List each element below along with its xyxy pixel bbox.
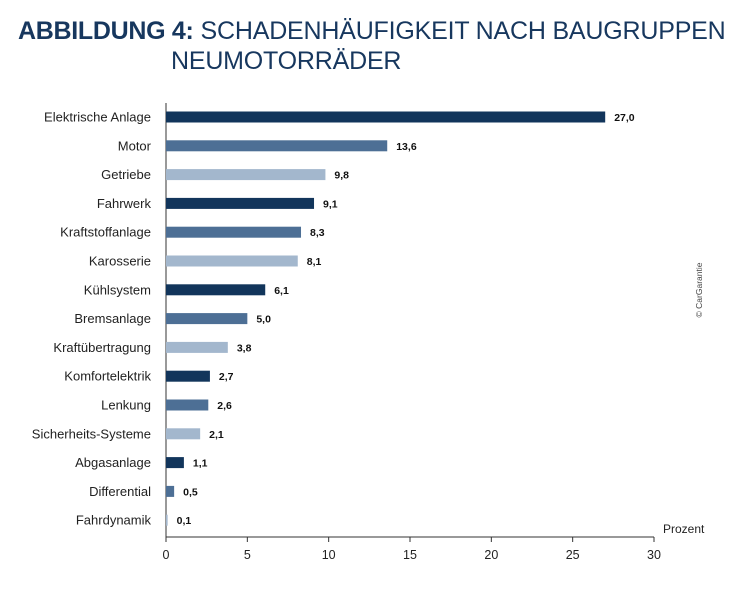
value-label: 2,7	[219, 371, 234, 383]
bar	[166, 341, 228, 353]
category-label: Fahrwerk	[97, 196, 152, 211]
bar	[166, 457, 184, 469]
category-label: Karosserie	[89, 254, 151, 269]
value-label: 8,3	[310, 227, 325, 239]
bar	[166, 428, 201, 440]
bar	[166, 226, 302, 238]
bar	[166, 370, 210, 382]
bar	[166, 399, 209, 411]
category-label: Komfortelektrik	[64, 369, 151, 384]
category-label: Getriebe	[101, 167, 151, 182]
x-tick-label: 30	[647, 548, 661, 562]
category-label: Differential	[89, 484, 151, 499]
value-label: 2,6	[217, 400, 232, 412]
category-label: Fahrdynamik	[76, 513, 152, 528]
value-label: 0,5	[183, 486, 198, 498]
bar	[166, 111, 606, 123]
category-label: Abgasanlage	[75, 455, 151, 470]
x-tick-label: 15	[403, 548, 417, 562]
category-label: Sicherheits-Systeme	[32, 426, 151, 441]
x-tick-label: 0	[163, 548, 170, 562]
value-label: 27,0	[614, 112, 635, 124]
bar	[166, 514, 168, 526]
x-tick-label: 25	[566, 548, 580, 562]
value-label: 8,1	[307, 256, 322, 268]
copyright-note: © CarGarantie	[694, 262, 704, 317]
bar	[166, 169, 326, 181]
title-prefix: ABBILDUNG 4:	[18, 17, 194, 45]
value-label: 0,1	[177, 515, 192, 527]
bar	[166, 197, 315, 209]
value-label: 5,0	[256, 314, 271, 326]
category-label: Bremsanlage	[74, 311, 151, 326]
category-label: Lenkung	[101, 398, 151, 413]
bar	[166, 485, 175, 497]
value-label: 13,6	[396, 141, 417, 153]
bar	[166, 313, 248, 325]
category-label: Elektrische Anlage	[44, 110, 151, 125]
x-tick-label: 20	[484, 548, 498, 562]
category-label: Kraftübertragung	[53, 340, 151, 355]
value-label: 9,8	[334, 170, 349, 182]
x-tick-label: 5	[244, 548, 251, 562]
x-axis-label: Prozent	[663, 522, 705, 536]
category-label: Motor	[118, 138, 152, 153]
category-label: Kühlsystem	[84, 282, 151, 297]
category-label: Kraftstoffanlage	[60, 225, 151, 240]
value-label: 2,1	[209, 429, 224, 441]
title-line-2: NEUMOTORRÄDER	[171, 47, 402, 75]
title-line-1: SCHADENHÄUFIGKEIT NACH BAUGRUPPEN	[200, 17, 726, 45]
bar	[166, 140, 388, 152]
bar	[166, 284, 266, 296]
value-label: 6,1	[274, 285, 289, 297]
x-tick-label: 10	[322, 548, 336, 562]
chart-title: ABBILDUNG 4: SCHADENHÄUFIGKEIT NACH BAUG…	[18, 16, 726, 76]
bar	[166, 255, 298, 267]
value-label: 1,1	[193, 458, 208, 470]
value-label: 3,8	[237, 342, 252, 354]
value-label: 9,1	[323, 198, 338, 210]
